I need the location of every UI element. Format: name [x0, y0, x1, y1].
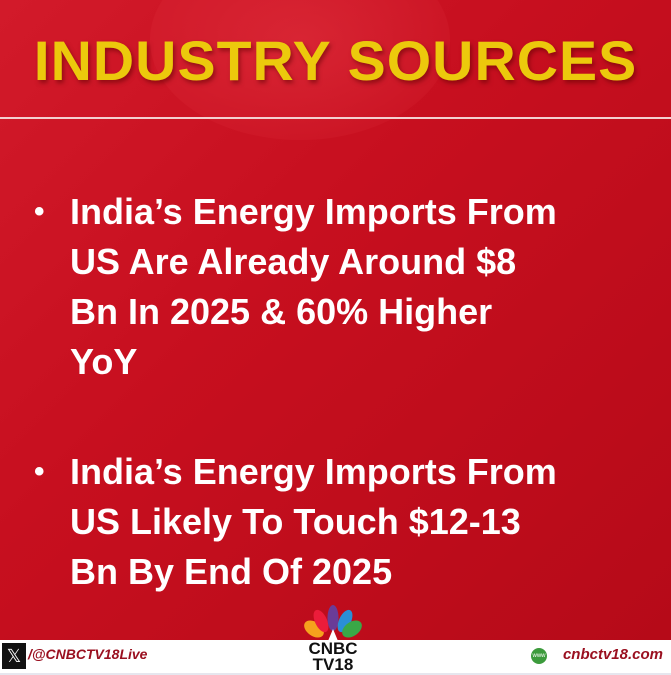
- bullet-dot-icon: •: [34, 195, 45, 228]
- bullet-dot-icon: •: [34, 455, 45, 488]
- divider: [0, 117, 671, 119]
- bullet-item: • India’s Energy Imports From US Are Alr…: [34, 187, 654, 387]
- social-handle[interactable]: /@CNBCTV18Live: [28, 646, 148, 662]
- peacock-icon: [304, 605, 362, 641]
- page-title: INDUSTRY SOURCES: [33, 29, 638, 92]
- x-twitter-icon[interactable]: 𝕏: [2, 643, 26, 669]
- bullet-line: Bn In 2025 & 60% Higher: [70, 291, 493, 332]
- globe-www-icon: www: [531, 648, 547, 664]
- logo-text-tv18: TV18: [312, 655, 354, 674]
- bullet-line: US Are Already Around $8: [70, 241, 517, 282]
- bullet-item: • India’s Energy Imports From US Likely …: [34, 447, 654, 597]
- bullet-line: YoY: [70, 341, 138, 382]
- bullet-line: Bn By End Of 2025: [70, 551, 393, 592]
- website-link[interactable]: cnbctv18.com: [562, 646, 663, 663]
- cnbc-tv18-logo: CNBC TV18: [300, 605, 366, 673]
- bullet-line: India’s Energy Imports From: [70, 191, 557, 232]
- logo-text-cnbc: CNBC: [308, 639, 358, 658]
- bullet-line: US Likely To Touch $12-13: [70, 501, 521, 542]
- bullet-list: • India’s Energy Imports From US Are Alr…: [34, 187, 654, 597]
- bullet-line: India’s Energy Imports From: [70, 451, 557, 492]
